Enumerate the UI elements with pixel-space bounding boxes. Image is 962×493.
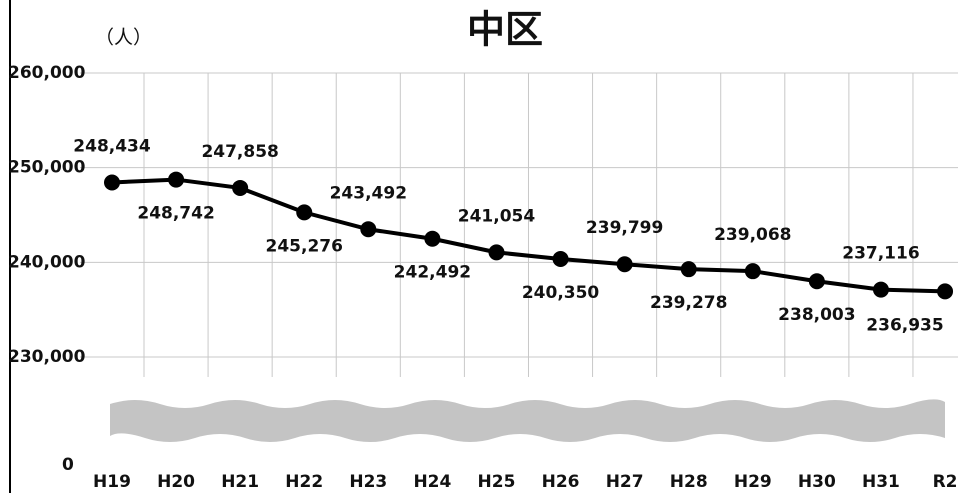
y-tick-label: 230,000 xyxy=(8,347,86,367)
x-tick-label: H19 xyxy=(93,472,131,492)
x-tick-label: H28 xyxy=(670,472,708,492)
marker xyxy=(872,281,889,298)
marker xyxy=(360,221,377,238)
marker xyxy=(937,283,954,300)
data-label: 238,003 xyxy=(778,305,855,325)
x-tick-label: H27 xyxy=(606,472,644,492)
x-tick-label: H25 xyxy=(478,472,516,492)
x-tick-label: H29 xyxy=(734,472,772,492)
marker xyxy=(232,179,249,196)
x-tick-label: H22 xyxy=(285,472,323,492)
data-label: 240,350 xyxy=(522,283,600,303)
marker xyxy=(552,251,569,268)
data-label: 236,935 xyxy=(866,315,943,335)
marker xyxy=(744,263,761,280)
marker xyxy=(424,230,441,247)
marker xyxy=(488,244,505,261)
x-tick-label: H20 xyxy=(157,472,195,492)
x-tick-label: H26 xyxy=(542,472,580,492)
marker xyxy=(296,204,313,221)
data-label: 247,858 xyxy=(201,142,278,162)
x-tick-label: H23 xyxy=(349,472,387,492)
data-label: 243,492 xyxy=(330,183,407,203)
marker xyxy=(168,171,185,188)
x-tick-label: H30 xyxy=(798,472,836,492)
data-label: 239,799 xyxy=(586,218,663,238)
grid xyxy=(80,72,958,377)
y-tick-label: 240,000 xyxy=(8,252,86,272)
data-label: 248,434 xyxy=(73,136,151,156)
data-label: 241,054 xyxy=(458,206,536,226)
data-label: 242,492 xyxy=(394,263,471,283)
x-tick-label: H31 xyxy=(862,472,900,492)
line xyxy=(111,177,946,294)
data-label: 237,116 xyxy=(842,244,919,264)
chart-title: 中区 xyxy=(467,8,543,52)
data-label: 239,068 xyxy=(714,225,791,245)
y-tick-label: 260,000 xyxy=(8,63,86,83)
axis-break xyxy=(110,399,945,442)
data-label: 248,742 xyxy=(137,204,214,224)
y-unit-label: （人） xyxy=(95,27,152,49)
y-tick-label: 0 xyxy=(62,455,74,475)
marker xyxy=(104,174,120,191)
marker xyxy=(616,256,633,273)
y-tick-label: 250,000 xyxy=(8,158,86,178)
data-label: 245,276 xyxy=(266,236,343,256)
x-tick-label: H24 xyxy=(413,472,451,492)
marker xyxy=(808,273,825,290)
plot: 248,434 248,742 247,858 245,276 243,492 242,4… xyxy=(73,136,954,335)
x-tick-label: H21 xyxy=(221,472,259,492)
x-tick-label: R2 xyxy=(933,472,958,492)
marker xyxy=(680,261,697,278)
data-label: 239,278 xyxy=(650,293,727,313)
